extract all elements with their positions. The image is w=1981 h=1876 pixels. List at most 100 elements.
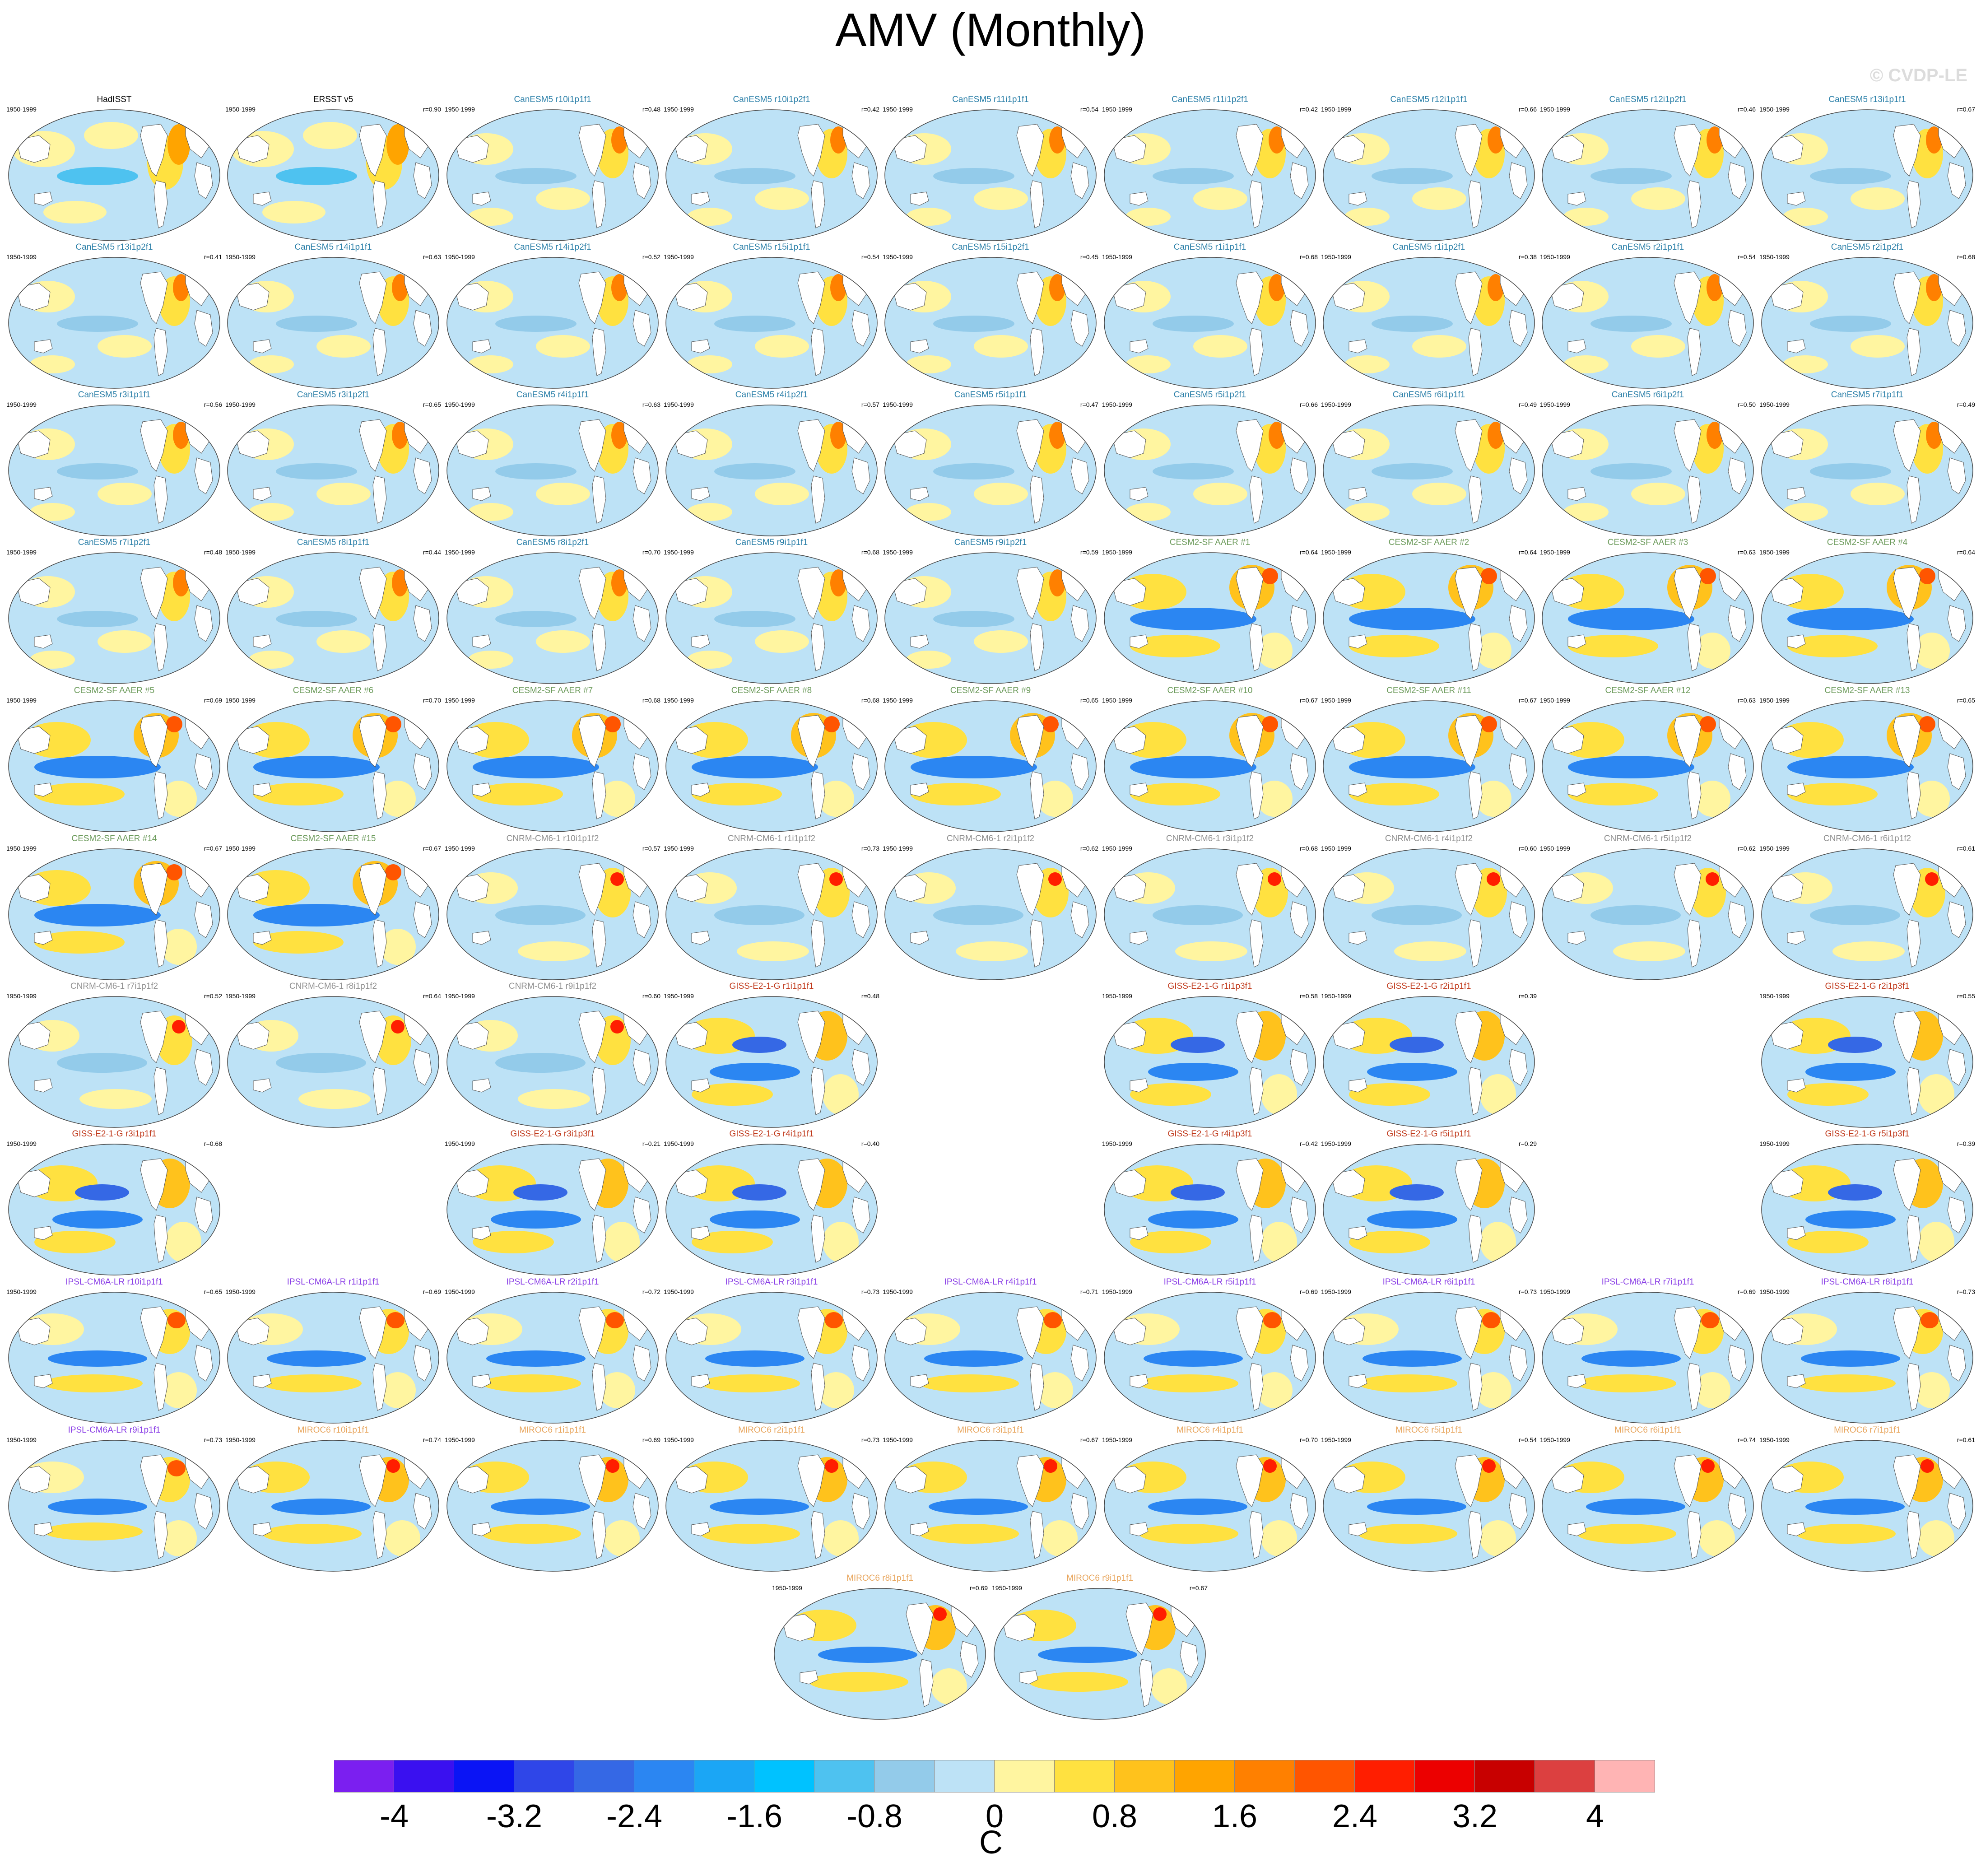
panel-years: 1950-1999 xyxy=(1759,106,1790,113)
land-mass xyxy=(235,1022,270,1050)
land-mass xyxy=(16,874,51,902)
sst-anomaly-region xyxy=(687,503,732,521)
sst-anomaly-region xyxy=(473,1231,554,1253)
land-mass xyxy=(1330,726,1365,754)
map-globe xyxy=(884,257,1097,389)
panel-correlation: r=0.54 xyxy=(861,253,879,261)
globe-outline xyxy=(446,848,659,980)
sst-anomaly-region xyxy=(43,201,107,223)
map-panel: CanESM5 r14i1p1f1 1950-1999 r=0.63 xyxy=(225,242,441,391)
globe-outline xyxy=(1323,552,1535,684)
land-mass xyxy=(472,191,491,206)
sst-anomaly-region xyxy=(692,1231,773,1253)
panel-correlation: r=0.65 xyxy=(1080,697,1098,704)
sst-anomaly-region xyxy=(253,783,344,805)
sst-anomaly-region xyxy=(1148,1063,1238,1081)
panel-years: 1950-1999 xyxy=(664,697,694,704)
panel-title: CanESM5 r1i1p2f1 xyxy=(1392,242,1465,252)
sst-anomaly-region xyxy=(1358,1374,1457,1392)
panel-correlation: r=0.71 xyxy=(1080,1288,1098,1295)
map-panel: CESM2-SF AAER #4 1950-1999 r=0.64 xyxy=(1759,538,1975,687)
land-mass xyxy=(454,430,489,458)
land-mass xyxy=(691,634,710,649)
map-globe xyxy=(1761,996,1973,1128)
panel-correlation: r=0.58 xyxy=(1299,992,1318,1000)
globe-outline xyxy=(446,1144,659,1275)
sst-anomaly-region xyxy=(1805,1499,1905,1515)
land-mass xyxy=(1947,310,1966,347)
sst-anomaly-region xyxy=(1037,1372,1073,1408)
panel-title: CESM2-SF AAER #4 xyxy=(1827,538,1908,547)
panel-years: 1950-1999 xyxy=(225,253,256,261)
map-globe xyxy=(1323,848,1535,980)
panel-title: MIROC6 r10i1p1f1 xyxy=(297,1425,369,1435)
sst-anomaly-region xyxy=(732,1184,786,1201)
sst-anomaly-region xyxy=(43,1522,143,1541)
panel-correlation: r=0.21 xyxy=(642,1140,660,1147)
land-mass xyxy=(1236,1158,1264,1211)
panel-title: MIROC6 r3i1p1f1 xyxy=(957,1425,1024,1435)
globe-outline xyxy=(1542,848,1754,980)
land-mass xyxy=(34,487,53,501)
panel-title: CanESM5 r14i1p1f1 xyxy=(294,242,372,252)
sst-anomaly-region xyxy=(1914,633,1950,669)
land-mass xyxy=(1070,901,1089,938)
map-globe xyxy=(227,1292,439,1424)
sst-anomaly-region xyxy=(1037,781,1073,817)
land-mass xyxy=(1549,1466,1584,1494)
panel-correlation: r=0.65 xyxy=(1957,697,1975,704)
panel-correlation: r=0.39 xyxy=(1518,992,1537,1000)
sst-anomaly-region xyxy=(262,201,326,223)
map-globe xyxy=(774,1588,986,1720)
sst-anomaly-region xyxy=(392,274,408,301)
panel-title: MIROC6 r5i1p1f1 xyxy=(1395,1425,1462,1435)
sst-anomaly-region xyxy=(823,716,840,732)
sst-anomaly-region xyxy=(933,611,1014,627)
land-mass xyxy=(34,339,53,354)
sst-anomaly-region xyxy=(1349,1231,1430,1253)
land-mass xyxy=(592,1215,606,1263)
map-panel: CanESM5 r1i1p2f1 1950-1999 r=0.38 xyxy=(1321,242,1537,391)
sst-anomaly-region xyxy=(1139,1374,1238,1392)
land-mass xyxy=(454,1466,489,1494)
panel-correlation: r=0.73 xyxy=(1518,1288,1537,1295)
panel-years: 1950-1999 xyxy=(1321,697,1351,704)
sst-anomaly-region xyxy=(1367,1210,1457,1229)
sst-anomaly-region xyxy=(1921,1312,1939,1328)
sst-anomaly-region xyxy=(825,1312,843,1328)
panel-correlation: r=0.66 xyxy=(1518,106,1537,113)
land-mass xyxy=(1070,605,1089,642)
panel-correlation: r=0.67 xyxy=(1957,106,1975,113)
land-mass xyxy=(153,475,168,524)
land-mass xyxy=(910,782,929,797)
land-mass xyxy=(910,1522,929,1536)
panel-years: 1950-1999 xyxy=(1321,1140,1351,1147)
land-mass xyxy=(1016,863,1044,916)
land-mass xyxy=(1687,1511,1702,1559)
sst-anomaly-region xyxy=(1475,781,1511,817)
panel-title: CNRM-CM6-1 r4i1p1f2 xyxy=(1385,834,1473,843)
map-globe xyxy=(1323,700,1535,832)
land-mass xyxy=(1290,1196,1309,1234)
land-mass xyxy=(1016,124,1044,177)
panel-correlation: r=0.68 xyxy=(861,549,879,556)
sst-anomaly-region xyxy=(75,1184,129,1201)
sst-anomaly-region xyxy=(611,126,628,154)
sst-anomaly-region xyxy=(48,1350,147,1367)
land-mass xyxy=(1893,863,1921,916)
colorbar-swatch xyxy=(1535,1760,1595,1792)
land-mass xyxy=(372,771,387,819)
land-mass xyxy=(1290,1049,1309,1086)
sst-anomaly-region xyxy=(276,611,357,627)
globe-outline xyxy=(1761,1144,1973,1275)
land-mass xyxy=(1907,623,1921,671)
land-mass xyxy=(1249,1215,1264,1263)
land-mass xyxy=(1130,634,1149,649)
land-mass xyxy=(797,124,825,177)
land-mass xyxy=(1567,931,1586,945)
land-mass xyxy=(1509,901,1528,938)
panel-title: CNRM-CM6-1 r6i1p1f2 xyxy=(1823,834,1911,843)
panel-years: 1950-1999 xyxy=(225,697,256,704)
colorbar-swatch xyxy=(394,1760,454,1792)
panel-title: CNRM-CM6-1 r10i1p1f2 xyxy=(506,834,599,843)
